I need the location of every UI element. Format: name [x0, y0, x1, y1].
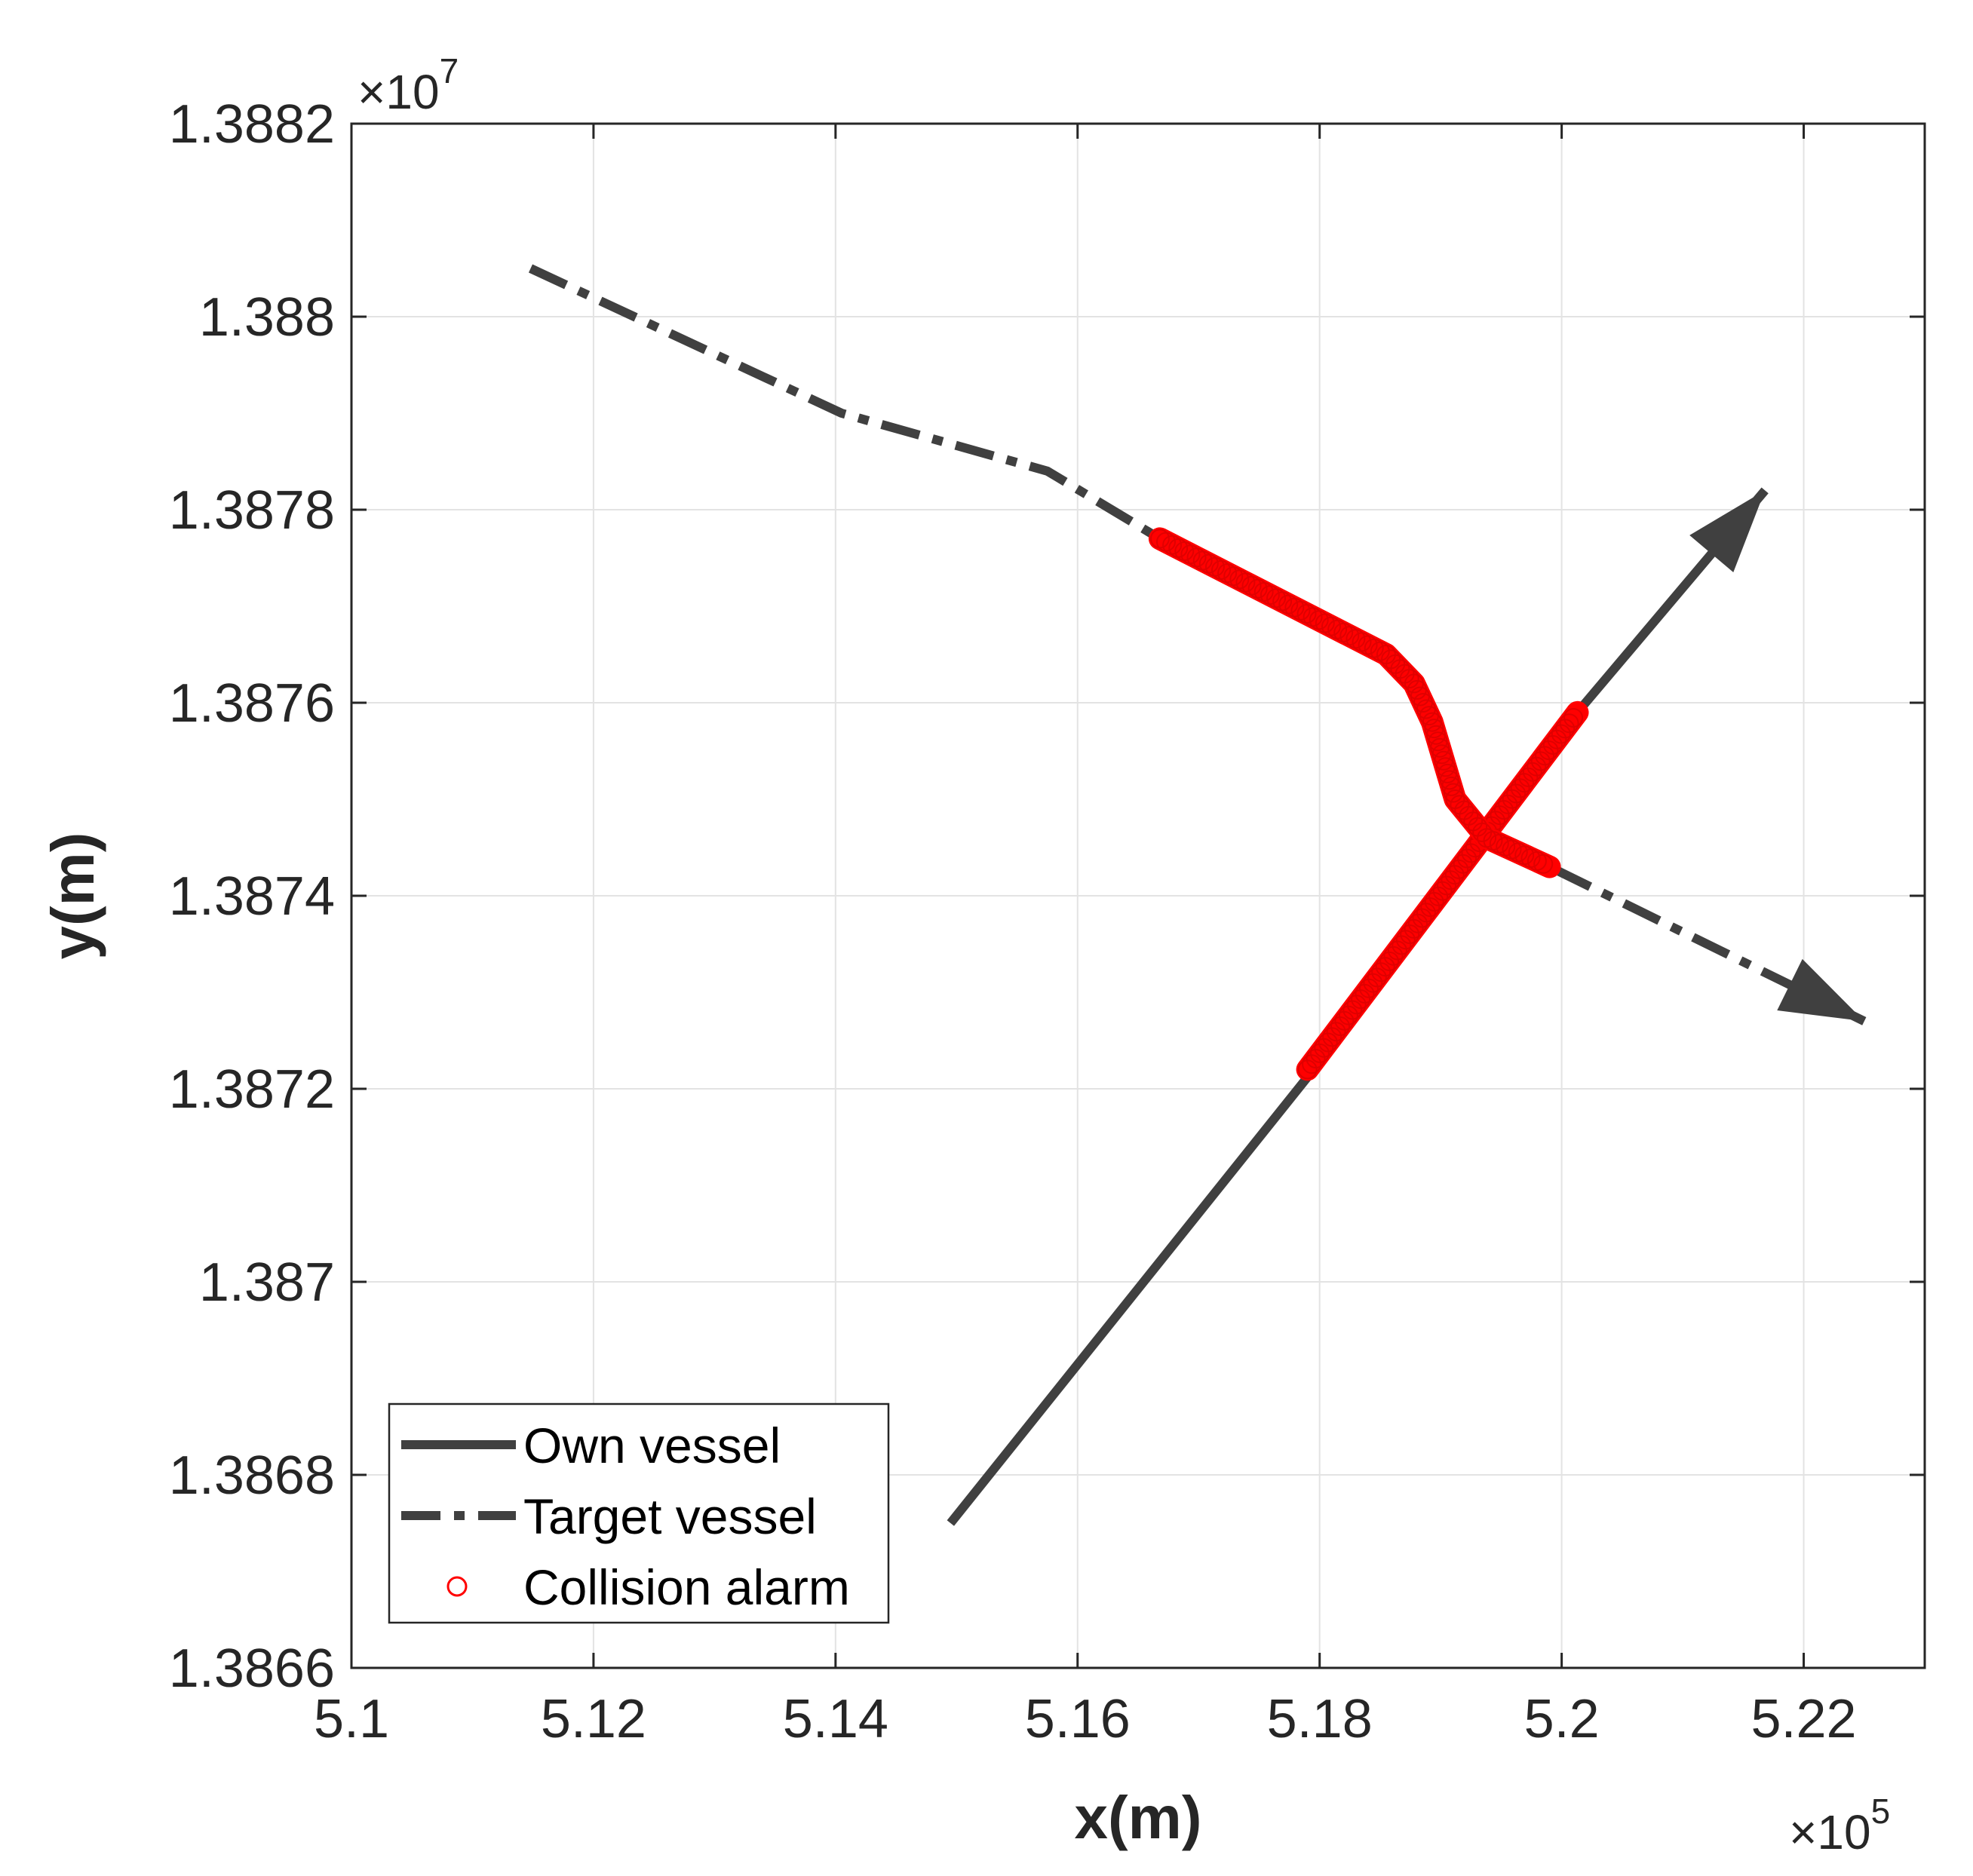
collision-alarm-band-own-vessel — [1296, 700, 1589, 1081]
x-axis-multiplier: ×105 — [1789, 1792, 1890, 1859]
x-axis-label: x(m) — [1075, 1784, 1202, 1851]
legend: Own vessel Target vessel Collision alarm — [388, 1402, 890, 1624]
y-axis-multiplier: ×107 — [357, 51, 459, 119]
legend-label-target-vessel: Target vessel — [523, 1488, 817, 1544]
arrowhead-own-vessel — [1689, 490, 1766, 572]
collision-alarm-marker — [1533, 854, 1554, 874]
y-tick-label: 1.3872 — [169, 1059, 335, 1120]
x-tick-label: 5.2 — [1524, 1689, 1600, 1749]
collision-alarm-marker — [1563, 708, 1584, 728]
tick-layer: 5.1 5.12 5.14 5.16 5.18 5.2 5.22 1.3866 1.3868 1.… — [169, 94, 1925, 1749]
y-tick-label: 1.3882 — [169, 94, 335, 155]
arrowhead-target-vessel — [1777, 958, 1864, 1022]
collision-alarm-marker — [1559, 713, 1579, 734]
collision-alarm-marker — [1399, 669, 1419, 688]
collision-alarm-band-target-vessel — [1148, 527, 1561, 878]
y-tick-label: 1.3876 — [169, 673, 335, 734]
y-tick-label: 1.3878 — [169, 480, 335, 541]
y-axis-label: y(m) — [39, 832, 106, 960]
grid-lines — [351, 124, 1925, 1668]
x-tick-label: 5.18 — [1267, 1689, 1373, 1749]
y-tick-label: 1.3874 — [169, 866, 335, 927]
arrow-layer — [1689, 490, 1864, 1022]
x-tick-label: 5.12 — [541, 1689, 646, 1749]
y-tick-label: 1.387 — [199, 1252, 335, 1313]
y-tick-label: 1.388 — [199, 287, 335, 348]
x-tick-label: 5.1 — [314, 1689, 389, 1749]
legend-swatch-collision-alarm — [446, 1576, 468, 1597]
legend-label-own-vessel: Own vessel — [523, 1418, 781, 1473]
y-tick-label: 1.3866 — [169, 1638, 335, 1699]
y-tick-label: 1.3868 — [169, 1445, 335, 1506]
x-tick-label: 5.22 — [1751, 1689, 1856, 1749]
x-tick-label: 5.16 — [1025, 1689, 1131, 1749]
legend-label-collision-alarm: Collision alarm — [523, 1559, 850, 1615]
series-layer — [528, 264, 1867, 1526]
x-tick-label: 5.14 — [783, 1689, 888, 1749]
